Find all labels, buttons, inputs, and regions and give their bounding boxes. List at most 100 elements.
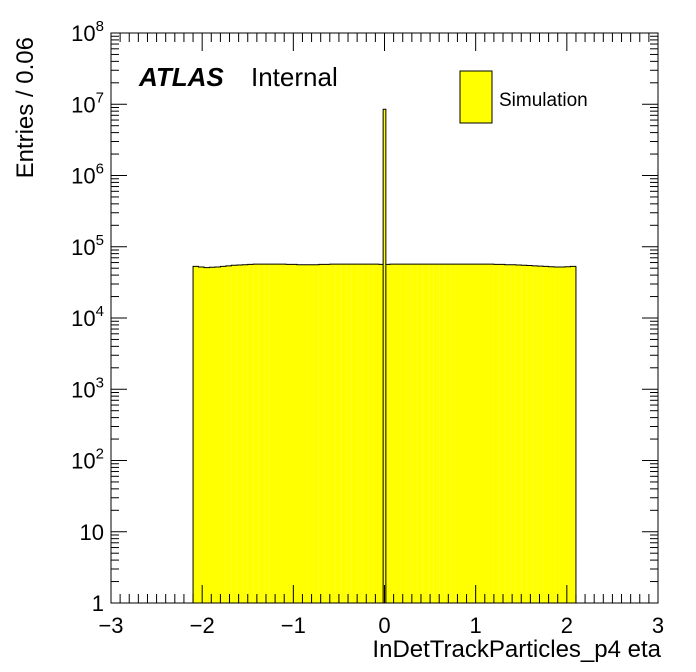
histogram-bin <box>510 264 516 603</box>
histogram-bin <box>400 264 407 603</box>
histogram-bin <box>247 264 254 603</box>
histogram-bin <box>220 266 226 603</box>
histogram-bin <box>450 264 456 603</box>
histogram-bin <box>537 266 544 603</box>
y-tick-exponent: 5 <box>96 232 104 249</box>
histogram-bin <box>389 264 396 603</box>
histogram-bin <box>559 266 566 603</box>
y-tick-label: 105 <box>71 232 104 260</box>
histogram-bin <box>269 264 276 603</box>
y-tick-label: 104 <box>71 303 104 331</box>
y-tick-exponent: 3 <box>96 374 104 391</box>
histogram-bin <box>466 264 473 603</box>
y-tick-label: 106 <box>71 161 104 189</box>
histogram-bin <box>225 265 232 603</box>
y-tick-base: 10 <box>71 21 95 46</box>
histogram-bin <box>455 264 462 603</box>
histogram-bin <box>296 264 303 603</box>
histogram-bin <box>335 264 341 603</box>
histogram-bin <box>203 267 210 603</box>
x-axis-ticks <box>110 33 659 603</box>
histogram-bin <box>439 264 445 603</box>
histogram-bin <box>214 266 221 603</box>
histogram-bin <box>313 264 319 603</box>
histogram-bars <box>192 108 577 604</box>
x-tick-label: 0 <box>378 613 390 638</box>
y-tick-label: 107 <box>71 89 104 117</box>
histogram-bin <box>324 264 330 603</box>
histogram-bin <box>472 264 478 603</box>
histogram-bin <box>395 264 401 603</box>
histogram-bin <box>504 264 511 603</box>
histogram-bin <box>461 264 467 603</box>
histogram-bin <box>357 264 363 603</box>
y-tick-exponent: 4 <box>96 303 104 320</box>
histogram-bin <box>411 264 418 603</box>
y-axis-ticks <box>111 35 658 604</box>
histogram-bin <box>340 264 347 603</box>
histogram-bin <box>258 264 265 603</box>
y-tick-label: 10 <box>80 520 104 545</box>
y-tick-base: 1 <box>92 591 104 616</box>
legend-entry-simulation: Simulation <box>499 90 588 111</box>
histogram-bin <box>302 264 308 603</box>
histogram-outline <box>192 263 577 603</box>
histogram-bin <box>286 264 292 603</box>
y-tick-base: 10 <box>71 235 95 260</box>
histogram-bin <box>373 264 380 603</box>
y-tick-label: 1 <box>92 591 104 616</box>
histogram-bin <box>428 264 434 603</box>
histogram-bin <box>543 266 549 603</box>
histogram-bin <box>384 264 390 603</box>
histogram-bin <box>482 264 489 603</box>
histogram-bin <box>198 266 204 603</box>
histogram-bin <box>368 264 374 603</box>
y-tick-exponent: 2 <box>96 446 104 463</box>
histogram-bin <box>253 264 259 603</box>
x-tick-label: 3 <box>652 613 664 638</box>
y-tick-base: 10 <box>80 520 104 545</box>
histogram-bin <box>209 267 215 603</box>
histogram-bin <box>499 264 505 603</box>
histogram-bin <box>318 264 325 603</box>
histogram-bin <box>291 264 297 603</box>
histogram-spike-bin <box>382 108 387 604</box>
histogram-bin <box>307 264 314 603</box>
histogram-bin <box>406 264 412 603</box>
y-tick-base: 10 <box>71 306 95 331</box>
histogram-bin <box>548 266 555 603</box>
y-tick-exponent: 7 <box>96 89 104 106</box>
legend-swatch <box>459 70 493 124</box>
y-tick-label: 103 <box>71 374 104 402</box>
y-tick-base: 10 <box>71 377 95 402</box>
histogram-bin <box>433 264 440 603</box>
atlas-label: ATLAS <box>138 62 224 92</box>
y-tick-base: 10 <box>71 164 95 189</box>
histogram-bin <box>264 264 270 603</box>
histogram-bin <box>280 264 287 603</box>
histogram-bin <box>329 264 336 603</box>
x-tick-label: 2 <box>561 613 573 638</box>
histogram-bin <box>275 264 281 603</box>
histogram-bin <box>242 264 248 603</box>
histogram-bin <box>236 264 243 603</box>
x-tick-label: −1 <box>281 613 306 638</box>
histogram-bin <box>444 264 451 603</box>
y-tick-label: 102 <box>71 446 104 474</box>
histogram-bin <box>231 265 237 603</box>
histogram-bin <box>193 266 199 603</box>
histogram-bin <box>526 265 533 603</box>
histogram-bin <box>521 265 527 603</box>
y-tick-base: 10 <box>71 92 95 117</box>
y-tick-base: 10 <box>71 449 95 474</box>
y-tick-exponent: 8 <box>96 18 104 35</box>
x-axis-tick-labels: −3 −2 −1 0 1 2 3 <box>98 613 664 638</box>
x-tick-label: −2 <box>190 613 215 638</box>
histogram-bin <box>351 264 358 603</box>
histogram-bin <box>515 264 522 603</box>
y-axis-label: Entries / 0.06 <box>12 37 39 178</box>
histogram-bin <box>554 266 560 603</box>
x-axis-label: InDetTrackParticles_p4 eta <box>372 636 661 663</box>
histogram-bin <box>417 264 423 603</box>
